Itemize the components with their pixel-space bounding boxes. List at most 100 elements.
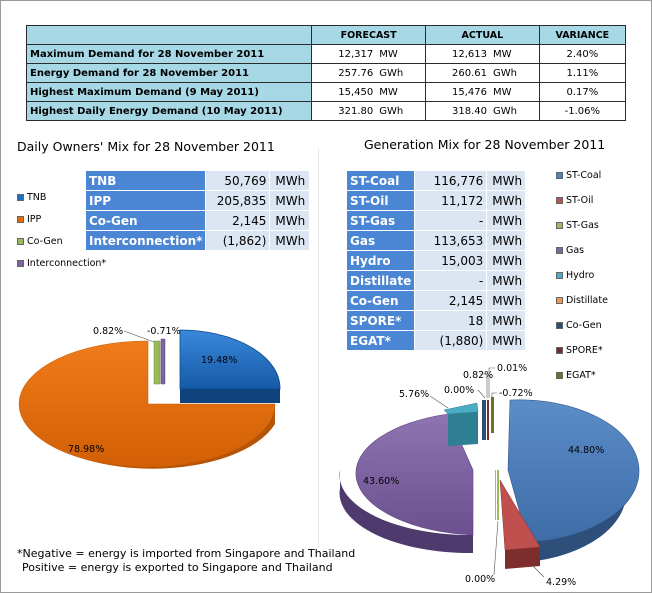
summary-forecast-value: 257.76 [338, 67, 374, 79]
owners-mix-unit: MWh [269, 170, 311, 191]
generation-mix-value: - [414, 270, 488, 291]
section-divider [318, 148, 319, 548]
legend-swatch [556, 172, 563, 179]
pie-leader-line [531, 564, 545, 578]
generation-mix-unit: MWh [486, 230, 527, 251]
owners-legend-item: IPP [17, 214, 41, 225]
legend-swatch [17, 260, 24, 267]
pie-leader-line [493, 520, 499, 576]
legend-label: ST-Coal [566, 170, 602, 181]
pie-slice-oil [499, 479, 541, 551]
owners-mix-value: 50,769 [205, 170, 271, 191]
generation-pie-chart: 44.80% 4.29% 0.00% 43.60% 5.76% 0.00% 0.… [339, 363, 640, 588]
summary-row-label: Highest Daily Energy Demand (10 May 2011… [25, 101, 313, 121]
generation-mix-value: 116,776 [414, 170, 488, 191]
legend-label: SPORE* [566, 345, 603, 356]
legend-swatch [556, 347, 563, 354]
summary-variance-value: -1.06% [538, 101, 627, 121]
owners-mix-title: Daily Owners' Mix for 28 November 2011 [17, 139, 275, 154]
pie-label-tnb: 19.48% [201, 355, 237, 366]
generation-mix-unit: MWh [486, 190, 527, 211]
pie-slice-ipp [18, 340, 276, 468]
legend-swatch [17, 238, 24, 245]
owners-mix-name: IPP [84, 190, 207, 211]
generation-mix-row: Hydro 15,003 MWh [345, 250, 527, 271]
summary-actual-unit: GWh [492, 67, 517, 79]
summary-actual-unit: GWh [492, 105, 517, 117]
owners-mix-row: Interconnection* (1,862) MWh [84, 230, 311, 251]
summary-row-label: Energy Demand for 28 November 2011 [25, 63, 313, 83]
pie-slice-coal [507, 399, 640, 543]
pie-label-coal: 44.80% [568, 445, 604, 456]
generation-mix-unit: MWh [486, 170, 527, 191]
generation-mix-value: - [414, 210, 488, 231]
generation-mix-row: ST-Coal 116,776 MWh [345, 170, 527, 191]
pie-leader-line [480, 373, 488, 398]
pie-leader-line [477, 389, 486, 399]
generation-legend-item: Co-Gen [556, 320, 602, 331]
pie-label-ipp: 78.98% [68, 444, 104, 455]
note-line-1: *Negative = energy is imported from Sing… [17, 547, 356, 560]
owners-mix-unit: MWh [269, 230, 311, 251]
pie-slice-side-oil [505, 547, 540, 569]
pie-label-cogen: 0.82% [93, 326, 123, 337]
pie-slice-stgas [497, 470, 499, 520]
generation-mix-row: Co-Gen 2,145 MWh [345, 290, 527, 311]
owners-mix-row: Co-Gen 2,145 MWh [84, 210, 311, 231]
generation-mix-name: SPORE* [345, 310, 416, 331]
owners-legend-item: Interconnection* [17, 258, 106, 269]
pie-label-oil: 4.29% [546, 577, 576, 588]
generation-mix-name: ST-Gas [345, 210, 416, 231]
summary-actual-cell: 15,476 MW [424, 82, 540, 102]
owners-mix-row: TNB 50,769 MWh [84, 170, 311, 191]
legend-label: EGAT* [566, 370, 596, 381]
summary-row: Energy Demand for 28 November 2011 257.7… [25, 63, 627, 83]
legend-label: Interconnection* [27, 258, 107, 269]
generation-mix-name: ST-Coal [345, 170, 416, 191]
summary-forecast-value: 321.80 [338, 105, 374, 117]
pie-slice-side-tnb [180, 389, 280, 403]
pie-leader-line [488, 367, 495, 398]
summary-header-blank [25, 25, 313, 45]
summary-actual-cell: 260.61 GWh [424, 63, 540, 83]
legend-swatch [556, 197, 563, 204]
summary-forecast-value: 12,317 [338, 48, 374, 60]
summary-actual-value: 12,613 [451, 48, 487, 60]
legend-swatch [556, 297, 563, 304]
generation-legend-item: ST-Oil [556, 195, 593, 206]
pie-slice-spore [487, 400, 489, 440]
generation-legend-item: Distillate [556, 295, 608, 306]
generation-mix-value: 15,003 [414, 250, 488, 271]
pie-label-egat: -0.72% [499, 388, 533, 399]
pie-slice-cogen [153, 340, 161, 385]
pie-leader-line [491, 392, 497, 398]
summary-row: Highest Daily Energy Demand (10 May 2011… [25, 101, 627, 121]
summary-forecast-cell: 15,450 MW [311, 82, 426, 102]
generation-mix-value: (1,880) [414, 330, 488, 351]
legend-label: Co-Gen [566, 320, 602, 331]
pie-label-interconnection: -0.71% [147, 326, 181, 337]
generation-mix-unit: MWh [486, 270, 527, 291]
generation-mix-row: EGAT* (1,880) MWh [345, 330, 527, 351]
legend-swatch [556, 222, 563, 229]
owners-mix-value: (1,862) [205, 230, 271, 251]
pie-slice-gas-body [368, 414, 472, 532]
generation-mix-row: ST-Oil 11,172 MWh [345, 190, 527, 211]
legend-swatch [556, 272, 563, 279]
owners-mix-name: Interconnection* [84, 230, 207, 251]
legend-label: Gas [566, 245, 585, 256]
generation-mix-value: 11,172 [414, 190, 488, 211]
generation-mix-unit: MWh [486, 310, 527, 331]
generation-mix-unit: MWh [486, 250, 527, 271]
pie-label-hydro: 5.76% [399, 389, 429, 400]
generation-legend-item: Hydro [556, 270, 594, 281]
generation-mix-unit: MWh [486, 330, 527, 351]
legend-swatch [556, 247, 563, 254]
generation-mix-name: EGAT* [345, 330, 416, 351]
summary-forecast-unit: GWh [379, 67, 404, 79]
generation-mix-name: Gas [345, 230, 416, 251]
legend-swatch [556, 372, 563, 379]
pie-label-cogen-gen: 0.82% [463, 370, 493, 381]
pie-slice-side-hydro [448, 412, 478, 446]
legend-label: Co-Gen [27, 236, 63, 247]
